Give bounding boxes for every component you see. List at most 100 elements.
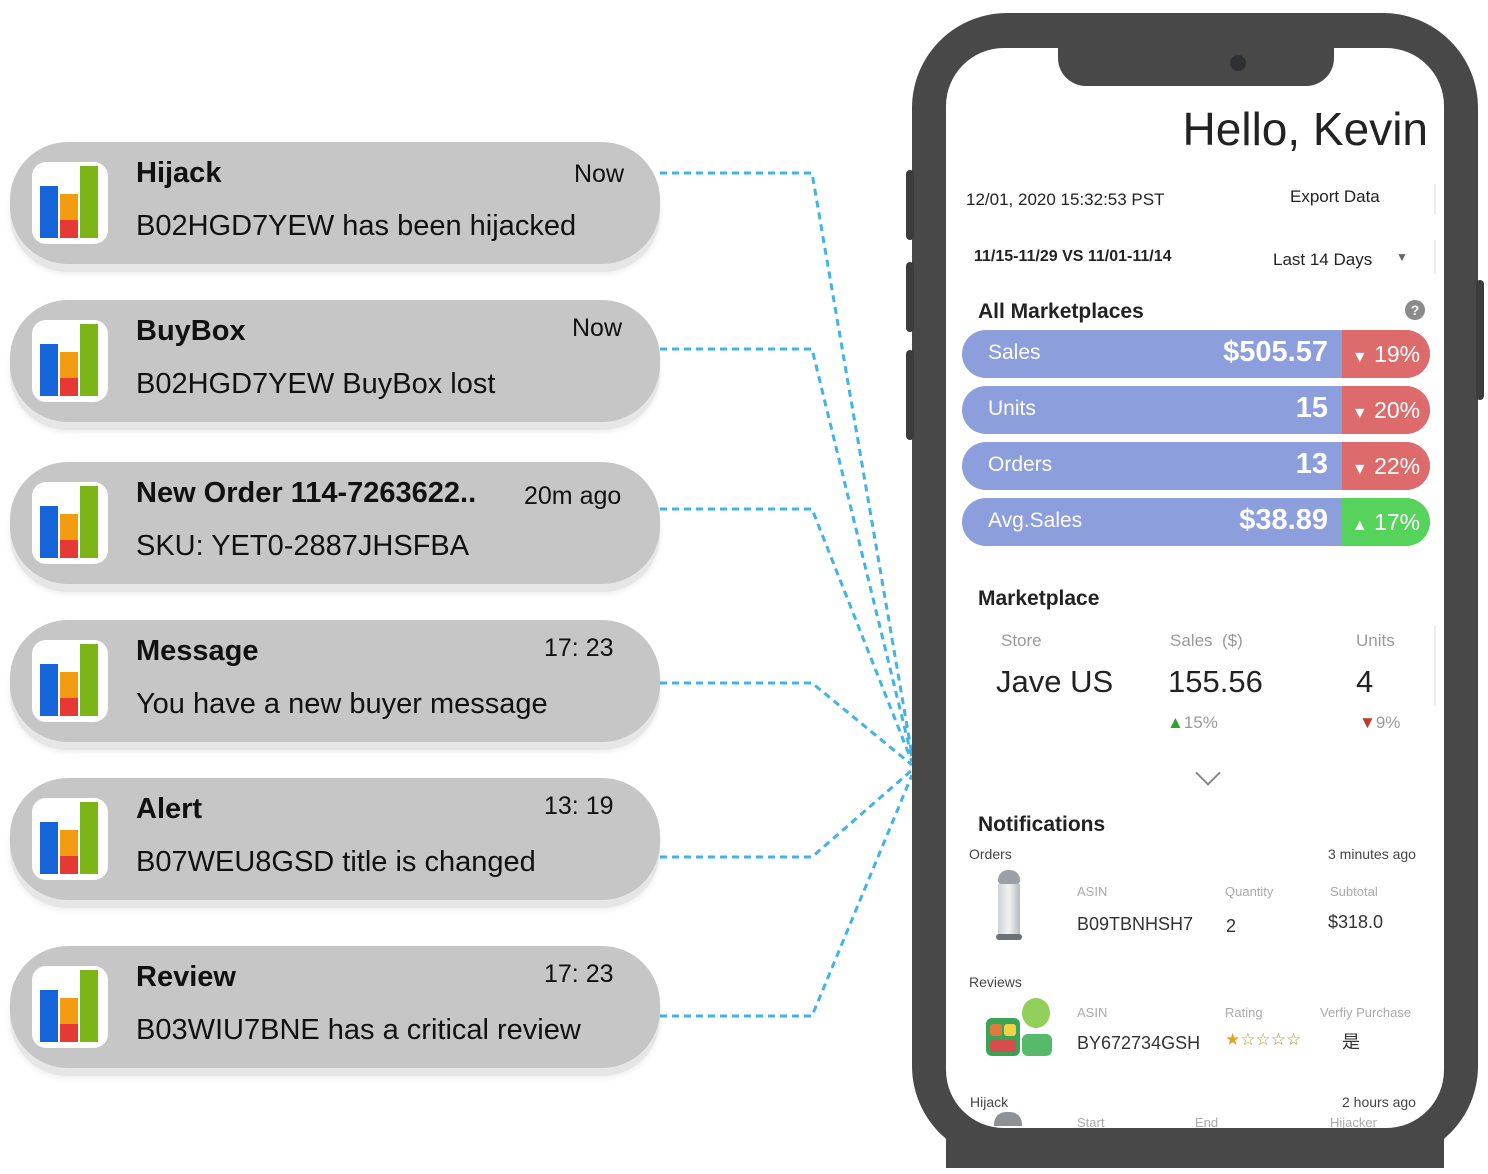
triangle-down-icon: ▼: [1351, 461, 1368, 478]
period-select[interactable]: Last 14 Days: [1273, 250, 1373, 269]
notification-body: SKU: YET0-2887JHSFBA: [136, 530, 470, 562]
triangle-down-icon: ▼: [1359, 713, 1376, 732]
reviews-verify: 是: [1342, 1032, 1360, 1052]
reviews-verify-label: Verfiy Purchase: [1320, 1005, 1412, 1020]
metric-label: Units: [988, 397, 1036, 420]
notification-time: 17: 23: [544, 960, 614, 988]
phone-side-button: [906, 170, 914, 240]
connector-buybox: [660, 347, 914, 759]
metric-value: $505.57: [1223, 336, 1328, 368]
bar-chart-app-icon: [32, 966, 108, 1048]
bar-chart-app-icon: [32, 798, 108, 880]
store-units: 4: [1356, 664, 1374, 699]
orders-subtotal: $318.0: [1328, 912, 1384, 932]
hijack-time: 2 hours ago: [1342, 1094, 1416, 1110]
metric-orders[interactable]: Orders 13 ▼ 22%: [962, 442, 1430, 490]
screen-bottom-bezel: [946, 1128, 1444, 1168]
notification-body: B07WEU8GSD title is changed: [136, 846, 536, 878]
bar-chart-app-icon: [32, 482, 108, 564]
orders-asin: B09TBNHSH7: [1077, 914, 1194, 934]
divider: [1434, 626, 1436, 706]
star-empty-icon: ☆: [1240, 1030, 1256, 1049]
notification-body: You have a new buyer message: [136, 688, 548, 720]
orders-subtotal-label: Subtotal: [1330, 884, 1378, 899]
metric-label: Avg.Sales: [988, 509, 1083, 532]
orders-label: Orders: [969, 846, 1012, 862]
connector-alert: [660, 768, 913, 859]
greeting-title: Hello, Kevin: [1182, 103, 1428, 155]
notification-body: B02HGD7YEW BuyBox lost: [136, 368, 496, 400]
help-icon[interactable]: ?: [1405, 300, 1425, 320]
reviews-rating-label: Rating: [1225, 1005, 1263, 1020]
metric-sales[interactable]: Sales $505.57 ▼ 19%: [962, 330, 1430, 378]
metric-change: ▼ 22%: [1342, 442, 1430, 490]
hijack-hijacker-label: Hijacker: [1330, 1115, 1377, 1130]
notification-body: B03WIU7BNE has a critical review: [136, 1014, 581, 1046]
phone-side-button: [906, 262, 914, 332]
lunchbox-product-image[interactable]: [984, 998, 1054, 1060]
store-sales: 155.56: [1168, 664, 1263, 699]
col-store: Store: [1001, 631, 1042, 650]
notification-title: New Order 114-7263622..: [136, 477, 477, 509]
triangle-down-icon: ▼: [1351, 349, 1368, 366]
notification-time: 20m ago: [524, 482, 622, 510]
reviews-asin: BY672734GSH: [1077, 1033, 1201, 1053]
hijack-label: Hijack: [970, 1094, 1009, 1110]
hijack-end-label: End: [1195, 1115, 1219, 1130]
camera-icon: [1230, 55, 1246, 71]
connector-message: [660, 681, 913, 767]
bar-chart-app-icon: [32, 162, 108, 244]
hijack-start-label: Start: [1077, 1115, 1105, 1130]
export-data-button[interactable]: Export Data: [1290, 187, 1380, 206]
notification-message[interactable]: Message 17: 23 You have a new buyer mess…: [10, 620, 660, 742]
col-units: Units: [1356, 631, 1395, 650]
notification-new-order[interactable]: New Order 114-7263622.. 20m ago SKU: YET…: [10, 462, 660, 584]
triangle-up-icon: ▲: [1167, 713, 1184, 732]
sales-change: ▲15%: [1167, 713, 1218, 732]
compare-range: 11/15-11/29 VS 11/01-11/14: [974, 248, 1172, 265]
metric-change: ▲ 17%: [1342, 498, 1430, 546]
air-purifier-product-image[interactable]: [994, 870, 1024, 942]
notification-title: Message: [136, 635, 259, 667]
phone-screen: [946, 48, 1444, 1128]
chevron-down-icon[interactable]: ▼: [1396, 250, 1408, 264]
all-marketplaces-title: All Marketplaces: [978, 300, 1144, 323]
metric-label: Sales: [988, 341, 1041, 364]
metric-change: ▼ 20%: [1342, 386, 1430, 434]
notification-review[interactable]: Review 17: 23 B03WIU7BNE has a critical …: [10, 946, 660, 1068]
metric-units[interactable]: Units 15 ▼ 20%: [962, 386, 1430, 434]
metric-change: ▼ 19%: [1342, 330, 1430, 378]
reviews-label: Reviews: [969, 974, 1022, 990]
units-change: ▼9%: [1359, 713, 1401, 732]
triangle-down-icon: ▼: [1351, 405, 1368, 422]
hijack-product-image[interactable]: [994, 1112, 1022, 1126]
connector-order: [660, 507, 914, 763]
star-filled-icon: ★: [1225, 1030, 1241, 1049]
report-datetime: 12/01, 2020 15:32:53 PST: [966, 190, 1165, 209]
notification-time: 17: 23: [544, 634, 614, 662]
reviews-asin-label: ASIN: [1077, 1005, 1108, 1020]
orders-qty: 2: [1226, 916, 1237, 936]
rating-stars: ★☆☆☆☆: [1225, 1030, 1301, 1050]
star-empty-icon: ☆: [1270, 1030, 1286, 1049]
notification-alert[interactable]: Alert 13: 19 B07WEU8GSD title is changed: [10, 778, 660, 900]
notification-hijack[interactable]: Hijack Now B02HGD7YEW has been hijacked: [10, 142, 660, 264]
star-empty-icon: ☆: [1286, 1030, 1302, 1049]
connector-hijack: [660, 171, 914, 756]
divider: [1434, 184, 1436, 214]
orders-qty-label: Quantity: [1225, 884, 1274, 899]
col-sales: Sales ($): [1170, 631, 1243, 650]
notification-buybox[interactable]: BuyBox Now B02HGD7YEW BuyBox lost: [10, 300, 660, 422]
notification-title: BuyBox: [136, 315, 246, 347]
store-name[interactable]: Jave US: [996, 664, 1114, 699]
divider: [1434, 240, 1436, 274]
star-empty-icon: ☆: [1255, 1030, 1271, 1049]
notification-body: B02HGD7YEW has been hijacked: [136, 210, 577, 242]
metric-avg-sales[interactable]: Avg.Sales $38.89 ▲ 17%: [962, 498, 1430, 546]
metric-value: $38.89: [1239, 504, 1328, 536]
notification-time: 13: 19: [544, 792, 614, 820]
connector-review: [660, 774, 914, 1018]
marketplace-title: Marketplace: [978, 587, 1100, 610]
orders-time: 3 minutes ago: [1328, 846, 1416, 862]
